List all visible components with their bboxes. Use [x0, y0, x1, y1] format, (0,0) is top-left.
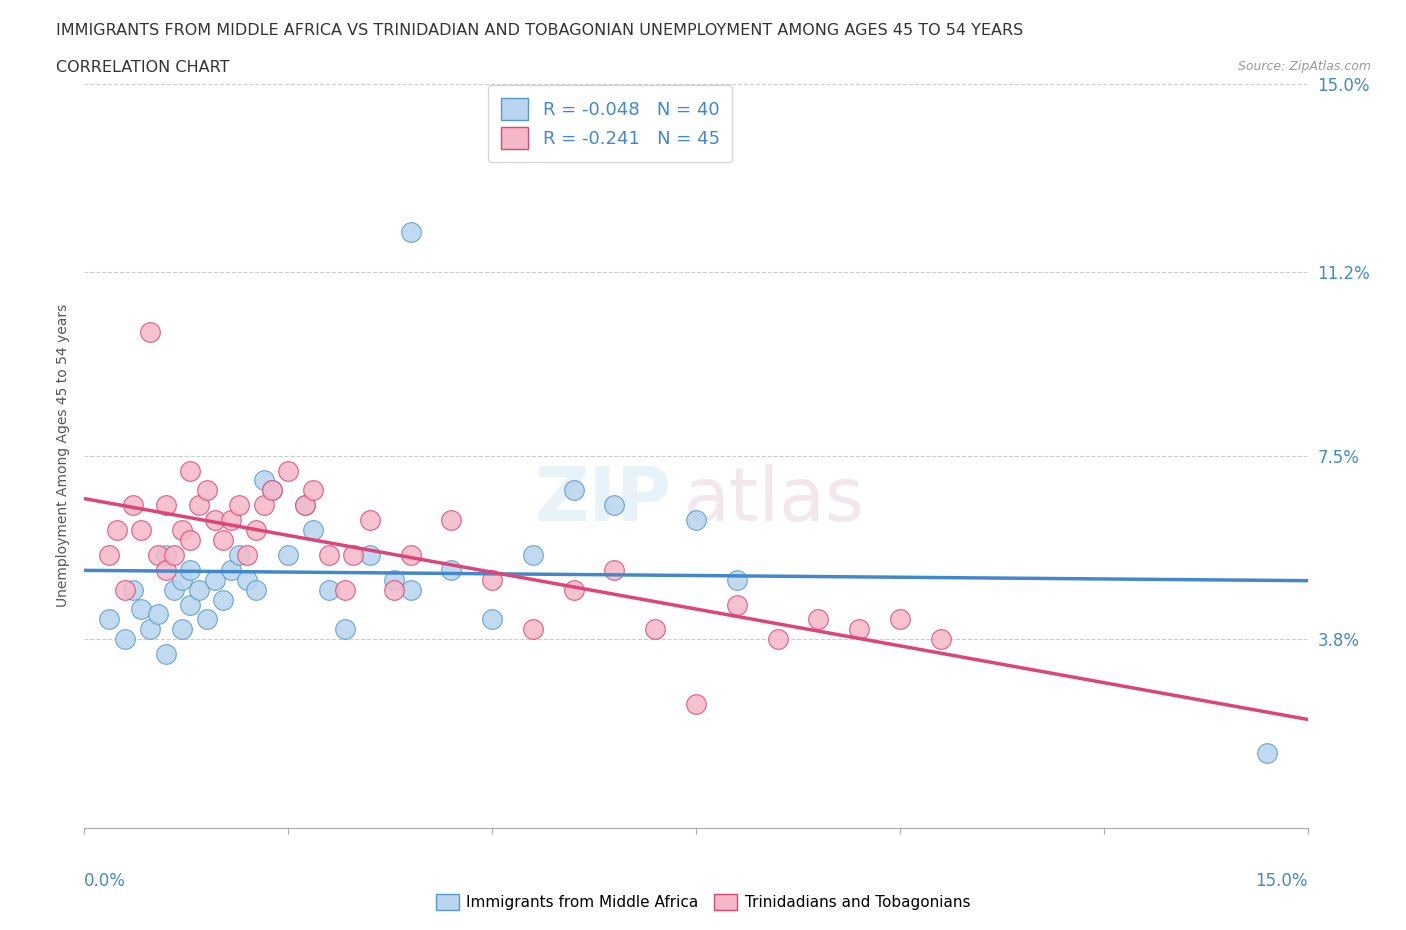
Point [212, 592, 235, 607]
Point [146, 548, 169, 563]
Point [889, 612, 911, 627]
Point [481, 572, 503, 587]
Point [179, 533, 201, 548]
Point [245, 582, 267, 597]
Point [155, 498, 177, 512]
Point [807, 612, 830, 627]
Point [204, 572, 226, 587]
Point [929, 631, 952, 646]
Point [138, 325, 160, 339]
Point [195, 483, 218, 498]
Point [146, 607, 169, 622]
Point [179, 463, 201, 478]
Point [179, 597, 201, 612]
Point [172, 523, 194, 538]
Point [644, 622, 666, 637]
Point [122, 582, 145, 597]
Point [399, 548, 422, 563]
Point [440, 512, 463, 527]
Point [97, 548, 120, 563]
Point [335, 622, 357, 637]
Point [440, 563, 463, 578]
Point [603, 563, 626, 578]
Text: 0.0%: 0.0% [84, 872, 127, 890]
Point [114, 582, 136, 597]
Point [105, 523, 128, 538]
Point [848, 622, 870, 637]
Point [253, 473, 276, 488]
Text: atlas: atlas [683, 464, 865, 537]
Point [562, 582, 585, 597]
Point [236, 548, 259, 563]
Point [382, 582, 405, 597]
Point [382, 572, 405, 587]
Point [260, 483, 283, 498]
Point [301, 483, 323, 498]
Point [155, 548, 177, 563]
Point [245, 523, 267, 538]
Point [359, 512, 381, 527]
Point [97, 612, 120, 627]
Point [187, 582, 209, 597]
Point [163, 548, 186, 563]
Point [253, 498, 276, 512]
Point [359, 548, 381, 563]
Point [277, 548, 299, 563]
Point [219, 512, 242, 527]
Point [212, 533, 235, 548]
Point [219, 563, 242, 578]
Point [172, 622, 194, 637]
Point [260, 483, 283, 498]
Point [195, 612, 218, 627]
Point [481, 612, 503, 627]
Y-axis label: Unemployment Among Ages 45 to 54 years: Unemployment Among Ages 45 to 54 years [56, 304, 70, 607]
Point [294, 498, 316, 512]
Text: Source: ZipAtlas.com: Source: ZipAtlas.com [1237, 60, 1371, 73]
Point [685, 512, 707, 527]
Point [187, 498, 209, 512]
Point [155, 646, 177, 661]
Point [155, 563, 177, 578]
Point [522, 548, 544, 563]
Point [399, 225, 422, 240]
Point [318, 548, 340, 563]
Point [562, 483, 585, 498]
Point [172, 572, 194, 587]
Point [204, 512, 226, 527]
Point [122, 498, 145, 512]
Point [522, 622, 544, 637]
Point [725, 597, 748, 612]
Text: IMMIGRANTS FROM MIDDLE AFRICA VS TRINIDADIAN AND TOBAGONIAN UNEMPLOYMENT AMONG A: IMMIGRANTS FROM MIDDLE AFRICA VS TRINIDA… [56, 23, 1024, 38]
Point [318, 582, 340, 597]
Point [1256, 746, 1278, 761]
Legend: Immigrants from Middle Africa, Trinidadians and Tobagonians: Immigrants from Middle Africa, Trinidadi… [429, 886, 977, 918]
Point [163, 582, 186, 597]
Point [766, 631, 789, 646]
Point [131, 523, 153, 538]
Point [603, 498, 626, 512]
Point [399, 582, 422, 597]
Point [342, 548, 364, 563]
Text: CORRELATION CHART: CORRELATION CHART [56, 60, 229, 75]
Point [335, 582, 357, 597]
Point [228, 498, 250, 512]
Point [228, 548, 250, 563]
Point [301, 523, 323, 538]
Point [725, 572, 748, 587]
Point [138, 622, 160, 637]
Point [179, 563, 201, 578]
Legend: R = -0.048   N = 40, R = -0.241   N = 45: R = -0.048 N = 40, R = -0.241 N = 45 [488, 86, 733, 162]
Text: ZIP: ZIP [534, 464, 672, 537]
Point [294, 498, 316, 512]
Text: 15.0%: 15.0% [1256, 872, 1308, 890]
Point [685, 697, 707, 711]
Point [114, 631, 136, 646]
Point [131, 602, 153, 617]
Point [277, 463, 299, 478]
Point [236, 572, 259, 587]
